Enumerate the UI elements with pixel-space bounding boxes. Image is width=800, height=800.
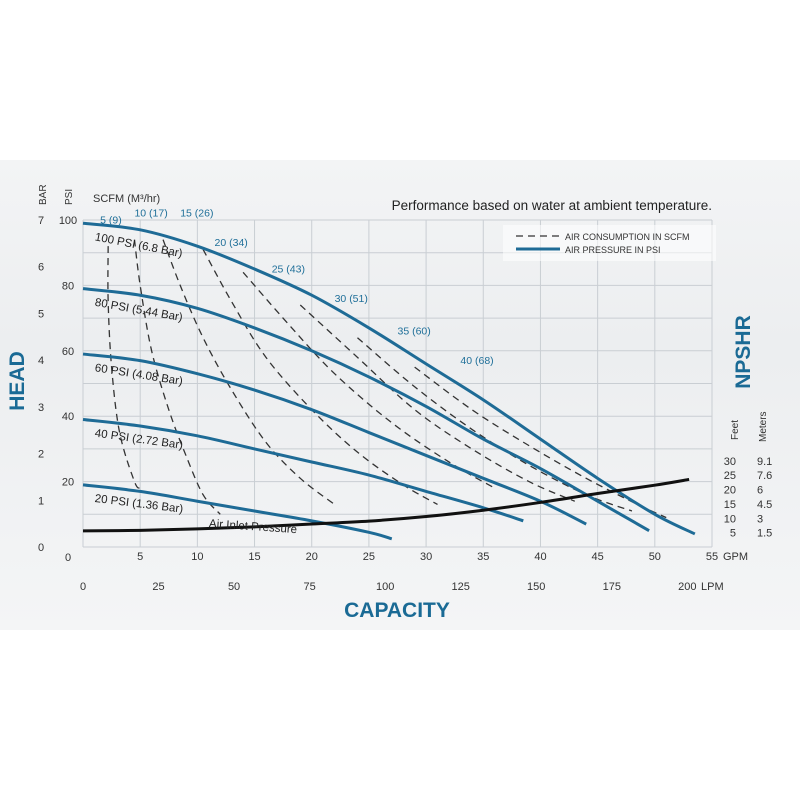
gpm-tick-label: 55 (706, 551, 718, 563)
scfm-curve-label: 35 (60) (398, 325, 431, 337)
npshr-curve (82, 477, 690, 533)
pressure-curve (82, 483, 393, 541)
bar-tick-label: 2 (38, 449, 44, 461)
gpm-tick-label: 45 (592, 551, 604, 563)
npshr-meters-tick: 9.1 (757, 456, 772, 468)
scfm-curve-label: 30 (51) (335, 293, 368, 305)
scfm-curve-label: 40 (68) (460, 355, 493, 367)
psi-unit: PSI (64, 189, 75, 205)
lpm-tick-label: 25 (152, 581, 164, 593)
npshr-meters-tick: 4.5 (757, 499, 772, 511)
scfm-curve (107, 246, 141, 489)
psi-tick-label: 20 (62, 477, 74, 489)
bar-tick-label: 5 (38, 308, 44, 320)
lpm-tick-label: 75 (303, 581, 315, 593)
scfm-unit: SCFM (M³/hr) (93, 193, 160, 205)
lpm-tick-label: 125 (452, 581, 470, 593)
npshr-feet-tick: 20 (724, 485, 736, 497)
npshr-feet-tick: 5 (730, 528, 736, 540)
npshr-meters-tick: 3 (757, 513, 763, 525)
gpm-tick-label: 25 (363, 551, 375, 563)
scfm-curve (133, 239, 221, 515)
scfm-curve-label: 15 (26) (180, 208, 213, 220)
pressure-curve-label: 100 PSI (6.8 Bar) (94, 231, 184, 260)
npshr-meters-unit: Meters (758, 411, 769, 442)
lpm-tick-label: 150 (527, 581, 545, 593)
lpm-tick-label: 100 (376, 581, 394, 593)
npshr-axis-title: NPSHR (732, 315, 755, 389)
npshr-feet-tick: 10 (724, 513, 736, 525)
pressure-curve (82, 352, 587, 526)
scfm-curve-label: 20 (34) (215, 237, 248, 249)
lpm-tick-label: 50 (228, 581, 240, 593)
npshr-feet-tick: 30 (724, 456, 736, 468)
lpm-tick-label: 175 (603, 581, 621, 593)
bar-unit: BAR (38, 184, 49, 205)
npshr-feet-tick: 25 (724, 470, 736, 482)
y-axis-title: HEAD (6, 351, 29, 411)
npshr-feet-unit: Feet (730, 420, 741, 440)
pressure-curve (82, 417, 524, 523)
scfm-curve-label: 25 (43) (272, 263, 305, 275)
gpm-tick-label: 40 (534, 551, 546, 563)
scfm-curve (242, 271, 496, 489)
bar-tick-label: 7 (38, 215, 44, 227)
npshr-meters-tick: 1.5 (757, 528, 772, 540)
gpm-tick-label: 35 (477, 551, 489, 563)
bar-tick-label: 3 (38, 402, 44, 414)
bar-tick-label: 4 (38, 355, 44, 367)
x-axis-title: CAPACITY (344, 599, 450, 622)
gpm-tick-label: 10 (191, 551, 203, 563)
legend-solid-label: AIR PRESSURE IN PSI (565, 245, 661, 255)
legend: AIR CONSUMPTION IN SCFM AIR PRESSURE IN … (503, 225, 716, 261)
lpm-tick-label: 0 (80, 581, 86, 593)
scfm-curve (414, 366, 667, 519)
gpm-tick-label: 5 (137, 551, 143, 563)
legend-dashed-label: AIR CONSUMPTION IN SCFM (565, 232, 690, 242)
chart-note: Performance based on water at ambient te… (392, 198, 712, 213)
npshr-meters-tick: 6 (757, 485, 763, 497)
scfm-curve-label: 5 (9) (100, 214, 122, 226)
psi-tick-label: 80 (62, 280, 74, 292)
gpm-tick-label: 50 (649, 551, 661, 563)
psi-tick-label: 40 (62, 411, 74, 423)
gpm-tick-label: 15 (248, 551, 260, 563)
scfm-curve-label: 10 (17) (134, 208, 167, 220)
scfm-curve (162, 239, 335, 506)
npshr-curve-label: Air Inlet Pressure (209, 518, 298, 536)
bar-tick-label: 0 (38, 542, 44, 554)
psi-tick-label: 0 (65, 552, 71, 564)
scfm-curve (202, 249, 438, 506)
lpm-unit: LPM (701, 581, 724, 593)
pressure-curve (82, 287, 650, 532)
bar-tick-label: 6 (38, 262, 44, 274)
psi-tick-label: 100 (59, 215, 77, 227)
lpm-tick-label: 200 (678, 581, 696, 593)
npshr-meters-tick: 7.6 (757, 470, 772, 482)
scfm-curve (299, 304, 576, 502)
npshr-feet-tick: 15 (724, 499, 736, 511)
gpm-unit: GPM (723, 551, 748, 563)
gpm-tick-label: 30 (420, 551, 432, 563)
gpm-tick-label: 20 (306, 551, 318, 563)
bar-tick-label: 1 (38, 495, 44, 507)
pressure-curve (82, 221, 696, 536)
psi-tick-label: 60 (62, 346, 74, 358)
